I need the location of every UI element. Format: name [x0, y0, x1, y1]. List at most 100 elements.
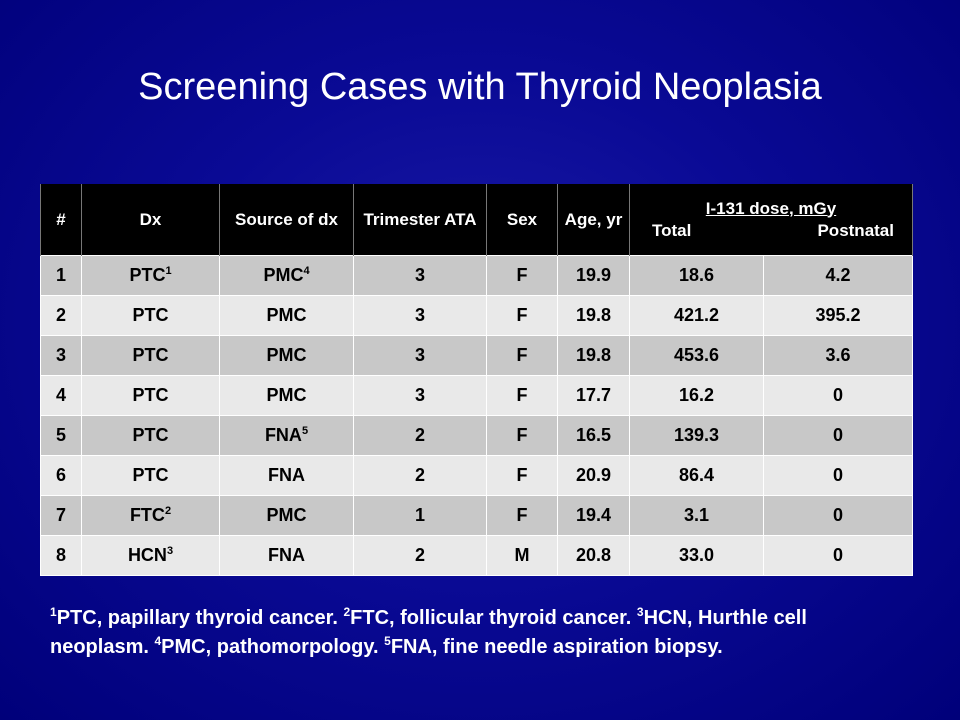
cell-source: FNA5	[219, 415, 354, 456]
footnote-marker: 5	[301, 425, 309, 437]
cell-value: 17.7	[575, 385, 612, 405]
cell-source: PMC	[219, 295, 354, 336]
cell-value: PMC	[266, 305, 307, 325]
cell-total: 421.2	[629, 295, 764, 336]
cell-dx: PTC	[81, 415, 220, 456]
cell-value: F	[516, 265, 528, 285]
cell-value: 0	[832, 465, 843, 485]
cell-value: 19.9	[575, 265, 612, 285]
cell-total: 16.2	[629, 375, 764, 416]
cell-trimester: 2	[353, 415, 487, 456]
cell-postnatal: 0	[763, 375, 913, 416]
cell-value: 20.9	[575, 465, 612, 485]
cases-table: # Dx Source of dx Trimester ATA Sex Age,…	[40, 184, 913, 576]
header-source: Source of dx	[219, 184, 354, 256]
cell-value: 7	[55, 505, 66, 525]
cell-postnatal: 3.6	[763, 335, 913, 376]
cell-sex: F	[486, 375, 558, 416]
cell-value: 2	[55, 305, 66, 325]
cell-value: FNA	[268, 465, 305, 485]
cell-postnatal: 4.2	[763, 255, 913, 296]
cell-value: 453.6	[673, 345, 720, 365]
footnote-text: PMC, pathomorpology.	[161, 636, 385, 658]
cell-total: 453.6	[629, 335, 764, 376]
footnote-text: HCN, Hurthle cell neoplasm.	[50, 607, 807, 658]
footnote-marker: 4	[303, 265, 310, 277]
cell-value: 1	[414, 505, 425, 525]
cell-value: 2	[414, 425, 425, 445]
cell-age: 19.9	[557, 255, 630, 296]
footnote-marker: 1	[165, 265, 172, 277]
cell-value: 139.3	[673, 425, 720, 445]
cell-value: PTC	[129, 265, 166, 285]
cell-num: 3	[40, 335, 82, 376]
cell-trimester: 2	[353, 535, 487, 576]
cell-postnatal: 0	[763, 495, 913, 536]
cell-value: 4	[55, 385, 66, 405]
header-sex: Sex	[486, 184, 558, 256]
cell-value: 4.2	[825, 265, 851, 285]
cell-value: 16.2	[678, 385, 715, 405]
cell-num: 7	[40, 495, 82, 536]
footnote-marker: 3	[166, 545, 174, 557]
cell-value: 33.0	[678, 545, 715, 565]
footnotes: 1PTC, papillary thyroid cancer. 2FTC, fo…	[50, 604, 890, 662]
table-row: 3 PTC PMC 3 F 19.8 453.6 3.6	[40, 335, 913, 376]
table-row: 8 HCN3 FNA 2 M 20.8 33.0 0	[40, 535, 913, 576]
cell-sex: F	[486, 295, 558, 336]
cell-postnatal: 0	[763, 415, 913, 456]
cell-value: M	[514, 545, 530, 565]
header-num: #	[40, 184, 82, 256]
cell-value: 5	[55, 425, 66, 445]
table-row: 6 PTC FNA 2 F 20.9 86.4 0	[40, 455, 913, 496]
cell-value: F	[516, 465, 528, 485]
table-row: 5 PTC FNA5 2 F 16.5 139.3 0	[40, 415, 913, 456]
header-postnatal: Postnatal	[817, 220, 894, 240]
cell-value: 2	[414, 545, 425, 565]
cell-dx: FTC2	[81, 495, 220, 536]
footnote-number: 3	[636, 605, 644, 619]
cell-trimester: 3	[353, 295, 487, 336]
cell-age: 19.8	[557, 295, 630, 336]
footnote-marker: 2	[164, 505, 172, 517]
cell-value: F	[516, 425, 528, 445]
cell-age: 19.8	[557, 335, 630, 376]
footnote-number: 2	[343, 605, 351, 619]
cell-value: 3	[414, 265, 425, 285]
cell-value: PMC	[266, 505, 307, 525]
header-trimester: Trimester ATA	[353, 184, 487, 256]
cell-trimester: 3	[353, 255, 487, 296]
cell-dx: PTC	[81, 375, 220, 416]
cell-source: FNA	[219, 455, 354, 496]
header-age: Age, yr	[557, 184, 630, 256]
header-dose-title: I-131 dose, mGy	[705, 198, 837, 218]
footnote-number: 1	[50, 605, 57, 619]
cell-value: 19.4	[575, 505, 612, 525]
cell-total: 18.6	[629, 255, 764, 296]
cell-total: 33.0	[629, 535, 764, 576]
cell-sex: F	[486, 455, 558, 496]
cell-sex: F	[486, 495, 558, 536]
cell-value: F	[516, 505, 528, 525]
table-header: # Dx Source of dx Trimester ATA Sex Age,…	[40, 184, 913, 256]
cell-source: FNA	[219, 535, 354, 576]
cell-source: PMC	[219, 495, 354, 536]
cell-num: 4	[40, 375, 82, 416]
footnote-text: PTC, papillary thyroid cancer.	[56, 607, 344, 629]
cell-value: 18.6	[678, 265, 715, 285]
cell-source: PMC4	[219, 255, 354, 296]
cell-value: PTC	[132, 305, 169, 325]
cell-num: 5	[40, 415, 82, 456]
cell-total: 86.4	[629, 455, 764, 496]
cell-value: 3	[414, 385, 425, 405]
cell-dx: PTC1	[81, 255, 220, 296]
cell-value: 86.4	[678, 465, 715, 485]
cell-value: FTC	[129, 505, 165, 525]
cell-value: PMC	[266, 385, 307, 405]
slide-title: Screening Cases with Thyroid Neoplasia	[138, 66, 822, 108]
cell-dx: HCN3	[81, 535, 220, 576]
cell-value: PTC	[132, 425, 169, 445]
cell-value: FNA	[268, 545, 305, 565]
footnote-number: 5	[384, 634, 391, 648]
cell-source: PMC	[219, 335, 354, 376]
